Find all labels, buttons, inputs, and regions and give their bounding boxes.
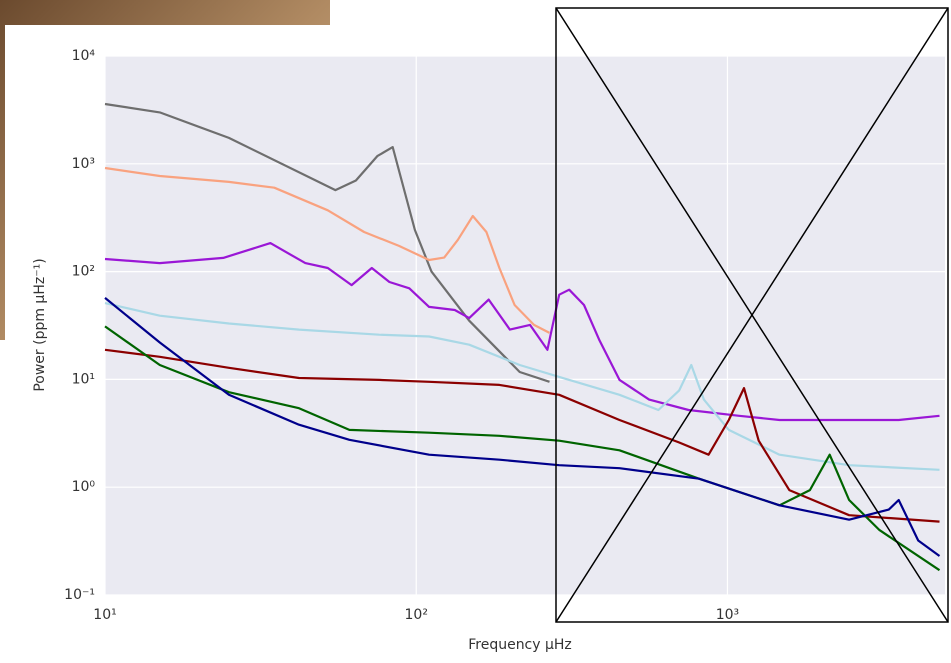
- series-line: [104, 297, 941, 557]
- y-tick-label: 10³: [72, 156, 95, 172]
- cross-line: [555, 7, 949, 623]
- y-axis-label: Power (ppm μHz⁻¹): [32, 258, 48, 391]
- series-line: [104, 242, 940, 422]
- y-tick-label: 10⁰: [72, 479, 96, 495]
- series-line: [104, 325, 941, 572]
- x-tick-label: 10³: [716, 607, 739, 623]
- x-tick-label: 10²: [405, 607, 428, 623]
- series-line: [104, 166, 551, 334]
- x-tick-label: 10¹: [93, 607, 116, 623]
- tick-labels: 10⁻¹ 10⁰ 10¹ 10² 10³ 10⁴ 10¹ 10² 10³: [64, 48, 739, 623]
- y-tick-label: 10⁻¹: [64, 587, 95, 603]
- y-tick-label: 10⁴: [72, 48, 96, 64]
- y-tick-label: 10²: [72, 264, 95, 280]
- series-line: [104, 348, 940, 523]
- series-line: [104, 302, 940, 471]
- series-line: [104, 102, 550, 383]
- y-tick-label: 10¹: [72, 371, 95, 387]
- x-axis-label: Frequency μHz: [468, 637, 572, 653]
- cross-box: [555, 7, 949, 623]
- lines: [104, 102, 941, 572]
- grid: [104, 55, 945, 596]
